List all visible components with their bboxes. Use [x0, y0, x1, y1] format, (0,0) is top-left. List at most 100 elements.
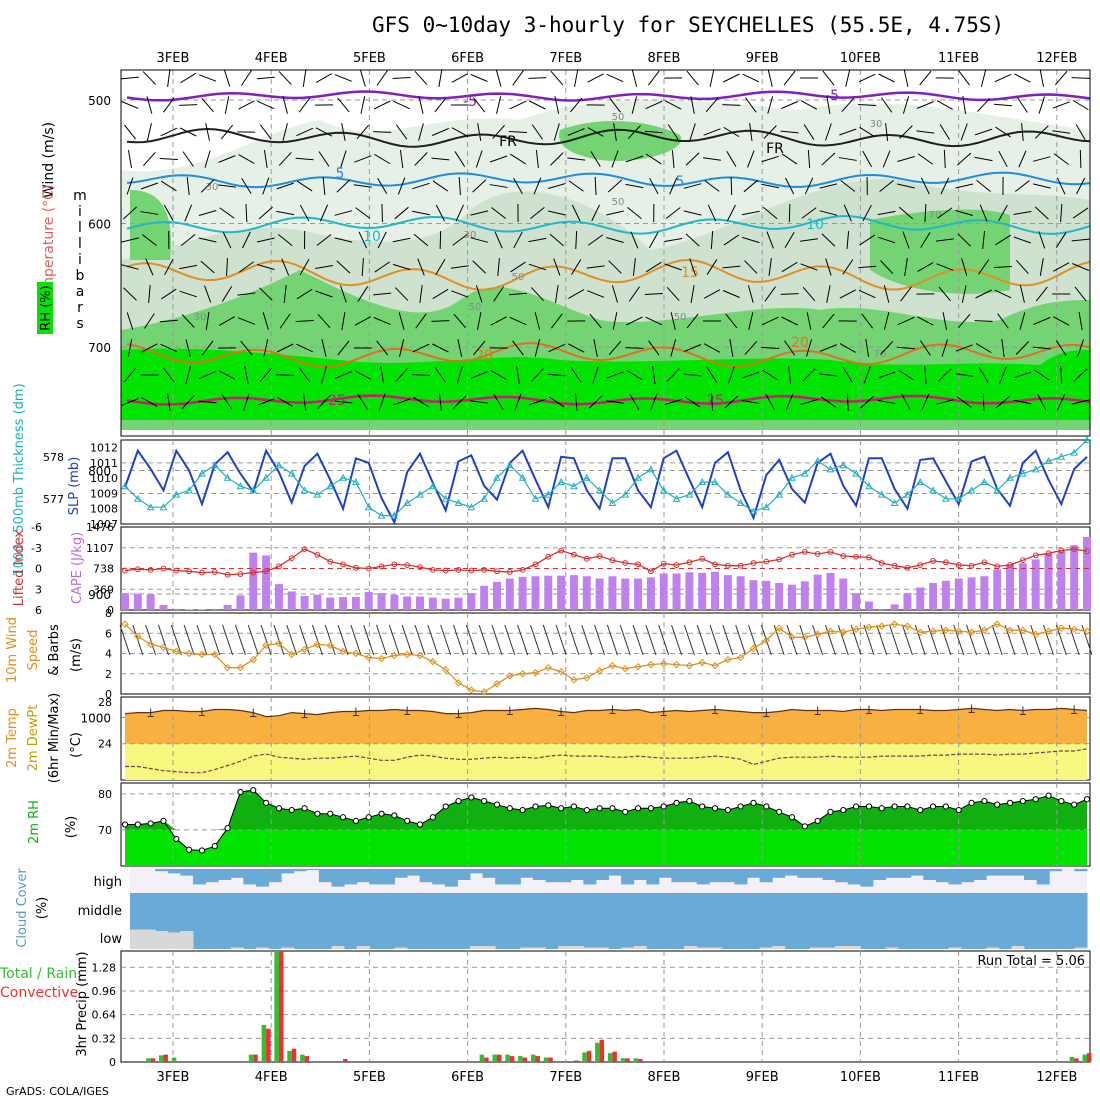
- wind-barb: [380, 366, 385, 384]
- thickness-marker: [236, 482, 245, 490]
- cape-bar: [1070, 545, 1079, 610]
- wind10-marker: [647, 660, 655, 669]
- wind-barb: [802, 286, 816, 302]
- wind-barb: [898, 206, 914, 220]
- wind-barb: [781, 316, 798, 326]
- wind10-marker: [262, 641, 270, 650]
- wind10-marker: [852, 625, 860, 633]
- cape-bar: [1057, 550, 1066, 610]
- wind-barb: [470, 400, 489, 404]
- wind10-marker: [634, 662, 642, 671]
- cloud-low-bar: [130, 929, 144, 949]
- cloud-mid-bar: [205, 893, 219, 949]
- cape-bar: [210, 608, 219, 610]
- cape-bar: [403, 596, 412, 610]
- wind-barb: [398, 312, 405, 330]
- date-label-top: 10FEB: [840, 51, 881, 66]
- wind-barb: [1034, 369, 1050, 381]
- cloud-mid-bar: [847, 893, 861, 949]
- rh2m-tick: 80: [98, 788, 112, 801]
- thickness-marker: [762, 503, 771, 511]
- wind-barb: [182, 151, 194, 167]
- wind-barb: [924, 365, 927, 385]
- wind10-marker: [1083, 627, 1091, 635]
- wind-barb: [916, 130, 935, 134]
- cloud-high-bar: [495, 869, 509, 885]
- wind-barb: [185, 366, 191, 384]
- wind-barb: [547, 210, 566, 216]
- li-marker: [981, 559, 988, 566]
- wind-barb: [684, 344, 702, 352]
- cloud-mid-bar: [633, 893, 647, 949]
- wind-barb: [1019, 285, 1025, 303]
- cape-bar: [621, 578, 630, 610]
- wind-barb: [921, 177, 930, 195]
- thickness-marker: [865, 482, 873, 490]
- cape-bar: [903, 593, 912, 610]
- cloud-mid-bar: [898, 893, 912, 949]
- cloud-high-bar: [1011, 869, 1025, 876]
- wind-barb: [842, 259, 854, 275]
- cloud-high-bar: [432, 869, 446, 885]
- cloud-high-bar: [860, 869, 874, 887]
- wind-barb: [244, 366, 249, 384]
- wind-barb: [473, 97, 486, 113]
- cloud-high-bar: [583, 869, 597, 885]
- wind-barb: [632, 257, 636, 277]
- wind10-barb: [414, 624, 426, 656]
- wind-barb: [1034, 206, 1049, 220]
- wind-barb: [302, 393, 307, 411]
- cloud-low-bar: [847, 946, 861, 949]
- wind-barb: [955, 210, 973, 216]
- wind-barb: [358, 231, 368, 249]
- wind10-marker: [980, 626, 989, 634]
- cloud-high-bar: [898, 869, 912, 878]
- wind10-marker: [288, 650, 296, 659]
- date-label-top: 5FEB: [353, 51, 386, 66]
- thickness-marker: [685, 490, 694, 498]
- wind10-barb: [1081, 624, 1093, 656]
- wind-barb: [1053, 153, 1069, 165]
- li-marker: [596, 553, 603, 559]
- cloud-high-bar: [407, 869, 421, 876]
- wind10-barb: [696, 624, 708, 656]
- wind-barb: [664, 238, 683, 242]
- wind-barb: [648, 231, 659, 249]
- precip-conv-bar: [522, 1057, 528, 1062]
- wind-barb: [528, 263, 547, 271]
- wind-barb: [550, 313, 563, 329]
- wind-barb: [882, 150, 891, 168]
- cloud-mid-bar: [973, 893, 987, 949]
- wind-barb: [650, 393, 658, 411]
- cape-bar: [864, 601, 873, 610]
- wind-barb: [334, 74, 352, 82]
- cloud-low-bar: [809, 947, 824, 949]
- li-marker: [660, 560, 667, 567]
- wind10-marker: [583, 674, 591, 682]
- rh2m-marker: [532, 803, 539, 810]
- wind10-label-2: Speed: [26, 630, 41, 671]
- li-tick: 3: [35, 583, 42, 596]
- precip-total-bar: [607, 1053, 613, 1062]
- wind-barb: [1074, 286, 1087, 302]
- wind-barb: [800, 238, 818, 242]
- wind10-barb: [234, 624, 246, 656]
- wind10-marker: [506, 672, 514, 680]
- li-marker: [276, 563, 282, 570]
- wind-barb: [574, 69, 579, 87]
- wind10-marker: [1057, 624, 1066, 632]
- slp-tick: 1012: [90, 442, 118, 455]
- wind-barb: [341, 123, 346, 141]
- dewpoint-fill: [125, 743, 1087, 780]
- rh2m-marker: [814, 817, 821, 824]
- cloud-high-bar: [935, 869, 949, 883]
- wind-barb: [762, 369, 779, 381]
- wind-barb: [374, 261, 390, 273]
- rh2m-marker: [442, 803, 449, 810]
- cloud-high-bar: [180, 869, 194, 876]
- li-marker: [365, 565, 372, 572]
- wind-barb: [917, 262, 934, 272]
- wind-barb: [781, 261, 798, 273]
- wind-barb: [1078, 312, 1083, 330]
- li-marker: [1045, 550, 1052, 557]
